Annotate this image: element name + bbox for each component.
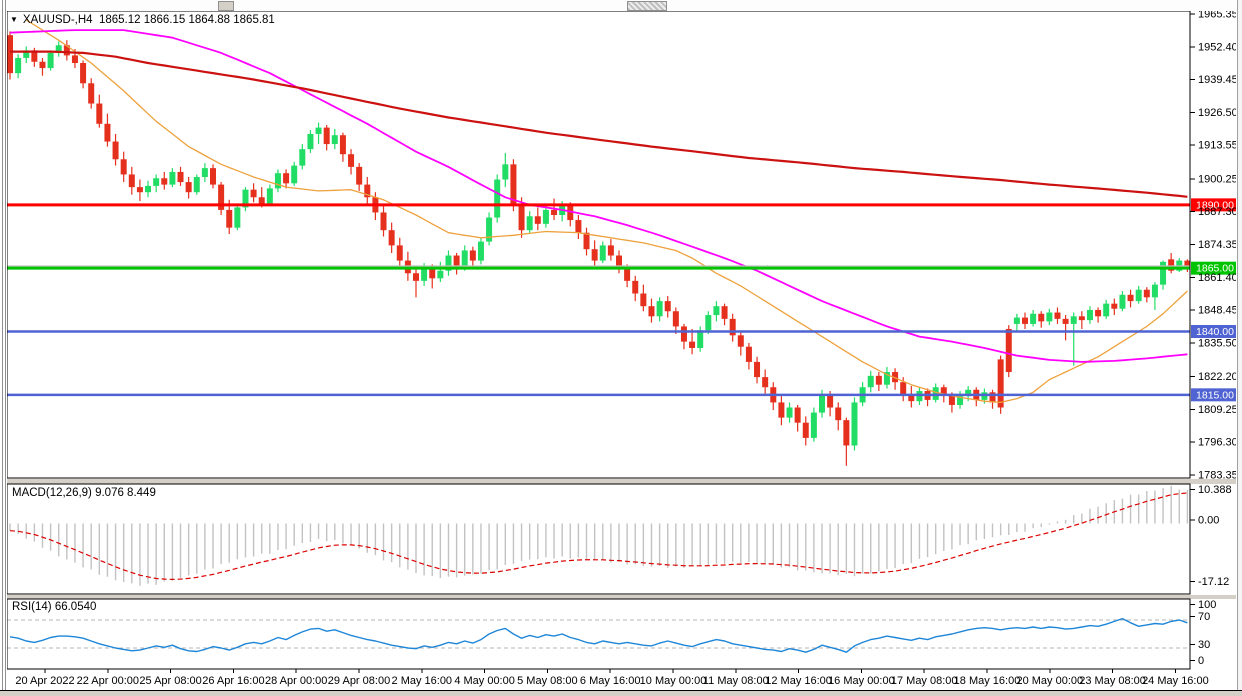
svg-text:26 Apr 16:00: 26 Apr 16:00 xyxy=(202,675,264,687)
svg-text:1835.50: 1835.50 xyxy=(1198,337,1238,349)
rsi-indicator-label: RSI(14) 66.0540 xyxy=(12,601,97,613)
chart-title: ▼ XAUUSD-,H4 1865.12 1866.15 1864.88 1865… xyxy=(10,14,275,26)
svg-text:1848.45: 1848.45 xyxy=(1198,305,1238,317)
svg-text:1809.25: 1809.25 xyxy=(1198,404,1238,416)
svg-text:-17.12: -17.12 xyxy=(1198,576,1229,588)
ma-fast-line xyxy=(25,19,1188,404)
svg-text:5 May 08:00: 5 May 08:00 xyxy=(517,675,578,687)
svg-text:17 May 08:00: 17 May 08:00 xyxy=(891,675,958,687)
window-left-border xyxy=(0,0,7,696)
svg-text:29 Apr 08:00: 29 Apr 08:00 xyxy=(328,675,390,687)
svg-text:20 Apr 2022: 20 Apr 2022 xyxy=(15,675,74,687)
svg-text:1890.00: 1890.00 xyxy=(1196,199,1234,211)
svg-text:70: 70 xyxy=(1198,611,1210,623)
svg-text:1913.55: 1913.55 xyxy=(1198,140,1238,152)
svg-text:20 May 00:00: 20 May 00:00 xyxy=(1016,675,1083,687)
candlestick-layer xyxy=(7,31,1191,466)
macd-signal-line xyxy=(9,492,1188,581)
svg-text:1887.30: 1887.30 xyxy=(1198,206,1238,218)
horizontal-lines[interactable] xyxy=(7,203,1190,397)
svg-text:1861.40: 1861.40 xyxy=(1198,272,1238,284)
svg-text:10 May 00:00: 10 May 00:00 xyxy=(640,675,707,687)
svg-text:4 May 00:00: 4 May 00:00 xyxy=(454,675,515,687)
window-bottom-border xyxy=(0,690,1242,696)
svg-text:28 Apr 00:00: 28 Apr 00:00 xyxy=(265,675,327,687)
rsi-level-lines xyxy=(7,619,1190,649)
svg-text:1900.25: 1900.25 xyxy=(1198,173,1238,185)
svg-text:1926.50: 1926.50 xyxy=(1198,107,1238,119)
window-fragment xyxy=(627,1,667,11)
svg-text:1796.30: 1796.30 xyxy=(1198,437,1238,449)
svg-text:12 May 16:00: 12 May 16:00 xyxy=(765,675,832,687)
price-axis-labels: 1965.35 1952.40 1939.45 1926.50 1913.55 1900.… xyxy=(1190,9,1238,482)
window-fragment xyxy=(218,1,234,11)
window-right-border xyxy=(1236,0,1242,696)
svg-text:100: 100 xyxy=(1198,599,1216,611)
svg-text:16 May 00:00: 16 May 00:00 xyxy=(828,675,895,687)
svg-text:1874.35: 1874.35 xyxy=(1198,239,1238,251)
svg-text:0.00: 0.00 xyxy=(1198,515,1219,527)
svg-text:1865.00: 1865.00 xyxy=(1196,263,1234,275)
svg-text:1965.35: 1965.35 xyxy=(1198,9,1238,21)
rsi-line xyxy=(9,617,1188,653)
ma-slow-line xyxy=(10,50,1188,198)
svg-text:2 May 16:00: 2 May 16:00 xyxy=(392,675,453,687)
ma-mid-line xyxy=(9,29,1188,363)
price-line-badges: 1890.00 1865.00 1840.00 1815.00 xyxy=(1191,198,1239,402)
svg-text:1840.00: 1840.00 xyxy=(1196,326,1234,338)
panel-separators[interactable] xyxy=(0,479,1242,599)
panel-frames xyxy=(6,10,1191,670)
svg-text:30: 30 xyxy=(1198,639,1210,651)
svg-text:23 May 08:00: 23 May 08:00 xyxy=(1079,675,1146,687)
svg-text:1783.35: 1783.35 xyxy=(1198,470,1238,482)
svg-text:1952.40: 1952.40 xyxy=(1198,41,1238,53)
macd-axis-labels: 10.388 0.00 -17.12 xyxy=(1190,484,1232,588)
symbol-ohlc-text: XAUUSD-,H4 1865.12 1866.15 1864.88 1865.… xyxy=(22,14,275,26)
svg-text:25 Apr 08:00: 25 Apr 08:00 xyxy=(139,675,201,687)
svg-text:10.388: 10.388 xyxy=(1198,484,1232,496)
macd-histogram xyxy=(9,485,1189,586)
svg-text:1822.20: 1822.20 xyxy=(1198,371,1238,383)
macd-indicator-label: MACD(12,26,9) 9.076 8.449 xyxy=(12,487,156,499)
chevron-down-icon[interactable]: ▼ xyxy=(10,15,18,24)
svg-text:6 May 16:00: 6 May 16:00 xyxy=(580,675,641,687)
svg-text:1815.00: 1815.00 xyxy=(1196,389,1234,401)
svg-text:11 May 08:00: 11 May 08:00 xyxy=(703,675,769,687)
time-axis-labels[interactable]: 20 Apr 2022 22 Apr 00:00 25 Apr 08:00 26 Ap… xyxy=(15,669,1209,687)
svg-text:1939.45: 1939.45 xyxy=(1198,74,1238,86)
svg-text:22 Apr 00:00: 22 Apr 00:00 xyxy=(77,675,139,687)
svg-text:18 May 16:00: 18 May 16:00 xyxy=(954,675,1021,687)
svg-text:0: 0 xyxy=(1198,655,1204,667)
svg-text:24 May 16:00: 24 May 16:00 xyxy=(1142,675,1209,687)
window-top-strip xyxy=(0,0,1242,11)
